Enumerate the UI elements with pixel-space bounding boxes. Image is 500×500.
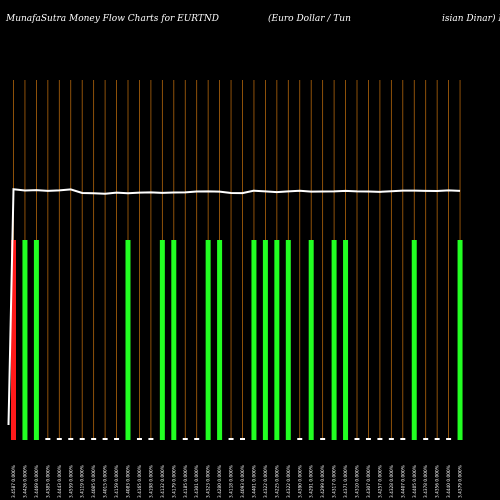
money-flow-bar (68, 438, 74, 440)
money-flow-bar (171, 240, 177, 440)
money-flow-bar (194, 438, 200, 440)
money-flow-bar (423, 438, 429, 440)
x-tick-label: 3.4328 0.000% (389, 465, 395, 498)
x-tick-label: 3.4179 0.000% (171, 465, 177, 498)
x-tick-label: 3.4379 0.000% (458, 465, 464, 498)
x-tick-label: 3.4225 0.000% (274, 465, 280, 498)
money-flow-bar (240, 438, 245, 440)
money-flow-bar (114, 438, 120, 440)
x-tick-label: 3.4118 0.000% (229, 465, 235, 498)
x-tick-label: 3.4559 0.000% (68, 465, 74, 498)
x-tick-label: 3.4132 0.000% (160, 465, 166, 498)
money-flow-bar (274, 240, 280, 440)
money-flow-bar (125, 240, 131, 440)
money-flow-bar (102, 438, 108, 440)
money-flow-bar (457, 240, 463, 440)
money-flow-bar (159, 240, 165, 440)
chart-title-middle: (Euro Dollar / Tun (268, 14, 351, 24)
x-tick-label: 3.4440 0.000% (446, 465, 452, 498)
money-flow-bar (262, 240, 268, 440)
x-tick-label: 3.4390 0.000% (297, 465, 303, 498)
x-tick-label: 3.4299 0.000% (320, 465, 326, 498)
x-tick-label: 3.4015 0.000% (103, 465, 109, 498)
money-flow-bar (320, 438, 326, 440)
chart-title-left: MunafaSutra Money Flow Charts for EURTND (6, 14, 220, 24)
x-tick-label: 3.4301 0.000% (194, 465, 200, 498)
x-tick-label: 3.4185 0.000% (183, 465, 189, 498)
money-flow-bar (136, 438, 142, 440)
x-tick-label: 3.4426 0.000% (22, 465, 28, 498)
money-flow-bar (297, 438, 303, 440)
x-tick-label: 3.4401 0.000% (251, 465, 257, 498)
money-flow-bar (434, 438, 440, 440)
money-flow-bar (205, 240, 211, 440)
money-flow-bar (308, 240, 314, 440)
x-tick-label: 3.4371 0.000% (343, 465, 349, 498)
money-flow-bar (251, 240, 257, 440)
money-flow-bar (400, 438, 406, 440)
x-tick-label: 3.4280 0.000% (217, 465, 223, 498)
money-flow-bar (365, 438, 371, 440)
x-tick-label: 3.4322 0.000% (263, 465, 269, 498)
x-tick-label: 3.4323 0.000% (206, 465, 212, 498)
x-tick-label: 3.4587 0.000% (11, 465, 17, 498)
x-tick-label: 3.4443 0.000% (57, 465, 63, 498)
x-tick-label: 3.4356 0.000% (435, 465, 441, 498)
money-flow-bar (148, 438, 154, 440)
money-flow-bar (331, 240, 337, 440)
money-flow-bar (411, 240, 417, 440)
x-tick-label: 3.4407 0.000% (400, 465, 406, 498)
money-flow-bar (182, 438, 188, 440)
money-flow-bar (377, 438, 383, 440)
x-tick-label: 3.4378 0.000% (423, 465, 429, 498)
x-tick-label: 3.4307 0.000% (366, 465, 372, 498)
x-tick-label: 3.4198 0.000% (148, 465, 154, 498)
money-flow-bar (354, 438, 360, 440)
x-tick-label: 3.4119 0.000% (80, 465, 86, 498)
x-tick-label: 3.4469 0.000% (34, 465, 40, 498)
money-flow-bar (228, 438, 234, 440)
x-tick-label: 3.4165 0.000% (137, 465, 143, 498)
money-flow-bar (217, 240, 223, 440)
x-tick-label: 3.4317 0.000% (332, 465, 338, 498)
price-line (7, 188, 461, 426)
money-flow-bar (446, 438, 452, 440)
x-tick-label: 3.4257 0.000% (377, 465, 383, 498)
x-tick-label: 3.4405 0.000% (412, 465, 418, 498)
money-flow-bar (56, 438, 62, 440)
money-flow-bar (22, 240, 28, 440)
money-flow-bar (45, 438, 51, 440)
x-tick-label: 3.4085 0.000% (91, 465, 97, 498)
x-tick-label: 3.4093 0.000% (240, 465, 246, 498)
money-flow-bar (91, 438, 97, 440)
money-flow-bar (79, 438, 85, 440)
chart-title-right: isian Dinar) Mu (442, 14, 500, 24)
money-flow-bar (388, 438, 394, 440)
x-tick-label: 3.4291 0.000% (309, 465, 315, 498)
x-tick-label: 3.4310 0.000% (355, 465, 361, 498)
money-flow-bar (33, 240, 39, 440)
money-flow-bar (11, 240, 16, 440)
x-tick-label: 3.4083 0.000% (126, 465, 132, 498)
money-flow-bar (285, 240, 291, 440)
x-tick-label: 3.4159 0.000% (114, 465, 120, 498)
x-tick-label: 3.4322 0.000% (286, 465, 292, 498)
money-flow-bar (343, 240, 349, 440)
x-tick-label: 3.4385 0.000% (45, 465, 51, 498)
